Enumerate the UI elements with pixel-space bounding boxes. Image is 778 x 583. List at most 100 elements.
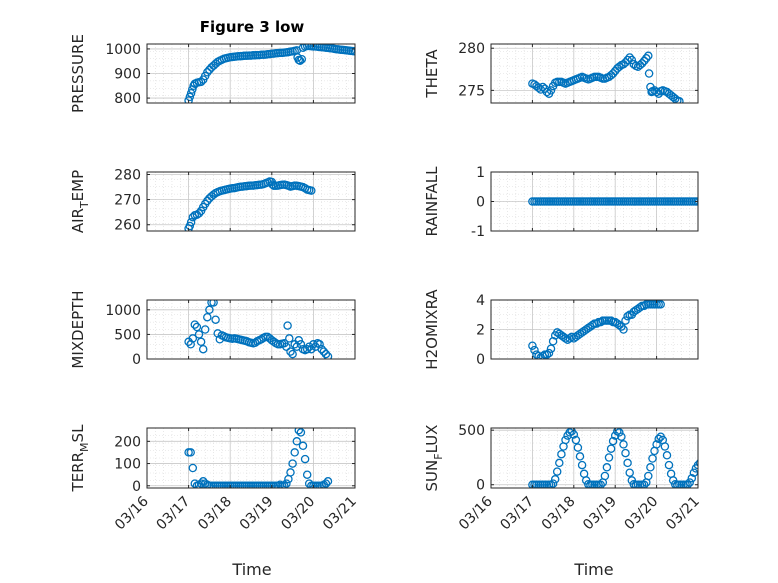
data-point bbox=[695, 459, 698, 467]
data-point bbox=[190, 479, 200, 488]
data-point bbox=[555, 458, 564, 468]
x-tick-label: 03/17 bbox=[497, 494, 537, 534]
data-point bbox=[200, 325, 210, 334]
data-point bbox=[683, 480, 692, 488]
data-point bbox=[196, 337, 206, 347]
data-point bbox=[596, 480, 605, 488]
data-point bbox=[623, 311, 632, 321]
data-point bbox=[693, 460, 698, 470]
data-point bbox=[596, 317, 605, 327]
data-point bbox=[296, 428, 306, 437]
subplot-mixdepth: 0 500 1000 MIXDEPTH bbox=[69, 290, 356, 369]
data-point bbox=[304, 342, 314, 351]
data-point bbox=[625, 468, 634, 477]
data-point bbox=[297, 54, 307, 64]
data-point bbox=[548, 337, 558, 346]
data-point bbox=[573, 443, 583, 452]
data-point bbox=[639, 301, 649, 311]
data-series bbox=[184, 428, 333, 488]
data-point bbox=[188, 334, 198, 343]
data-point bbox=[711, 469, 718, 476]
data-point bbox=[548, 479, 558, 488]
data-point bbox=[192, 322, 202, 332]
subplot-rainfall: -1 0 1 RAINFALL bbox=[423, 165, 699, 240]
data-point bbox=[629, 307, 639, 317]
data-point bbox=[670, 94, 680, 103]
data-point bbox=[546, 86, 556, 95]
y-tick-label: 800 bbox=[114, 91, 141, 107]
data-point bbox=[660, 442, 670, 451]
grid bbox=[147, 300, 355, 359]
data-point bbox=[600, 471, 610, 481]
data-point bbox=[209, 300, 218, 307]
x-tick-label: 03/20 bbox=[278, 494, 318, 534]
data-point bbox=[205, 305, 214, 315]
data-point bbox=[300, 454, 310, 464]
x-tick-label: 03/18 bbox=[195, 494, 235, 534]
y-tick-label: 0 bbox=[476, 195, 485, 211]
data-point bbox=[283, 321, 292, 330]
grid bbox=[147, 44, 355, 103]
data-point bbox=[185, 221, 195, 231]
data-point bbox=[639, 480, 649, 488]
x-tick-label: 03/17 bbox=[154, 494, 194, 534]
data-point bbox=[203, 196, 212, 206]
x-axis-label-left: Time bbox=[231, 560, 271, 579]
data-series bbox=[528, 51, 684, 103]
data-point bbox=[298, 441, 308, 451]
data-point bbox=[186, 448, 195, 457]
data-point bbox=[317, 344, 326, 354]
data-point bbox=[323, 477, 333, 486]
data-point bbox=[608, 436, 618, 446]
y-axis-label: AIRTEMP bbox=[69, 170, 91, 233]
data-point bbox=[604, 453, 614, 462]
data-point bbox=[196, 77, 206, 87]
data-point bbox=[321, 349, 331, 359]
data-point bbox=[691, 464, 698, 473]
x-tick-label: 03/20 bbox=[622, 494, 662, 534]
data-point bbox=[619, 325, 628, 334]
data-point bbox=[623, 458, 632, 468]
y-tick-label: 1000 bbox=[105, 42, 141, 58]
grid bbox=[147, 172, 355, 231]
data-point bbox=[530, 345, 539, 355]
data-point bbox=[717, 480, 724, 487]
data-point bbox=[552, 467, 562, 476]
data-point bbox=[575, 452, 585, 461]
data-point bbox=[319, 347, 329, 356]
data-point bbox=[288, 349, 297, 359]
grid bbox=[491, 172, 698, 231]
data-point bbox=[294, 428, 304, 435]
data-point bbox=[561, 334, 570, 343]
data-point bbox=[687, 473, 697, 483]
y-tick-label: 280 bbox=[114, 168, 141, 184]
data-point bbox=[542, 87, 552, 97]
data-point bbox=[701, 457, 708, 464]
y-tick-label: 100 bbox=[114, 457, 141, 473]
data-point bbox=[713, 474, 720, 481]
y-tick-label: 500 bbox=[114, 327, 141, 343]
data-point bbox=[550, 475, 560, 484]
y-tick-label: -1 bbox=[471, 224, 485, 240]
data-point bbox=[321, 479, 331, 488]
data-point bbox=[675, 97, 684, 103]
data-point bbox=[664, 460, 674, 470]
y-tick-label: 2 bbox=[476, 323, 485, 339]
data-point bbox=[627, 55, 637, 65]
data-point bbox=[275, 480, 285, 488]
data-point bbox=[542, 350, 552, 359]
data-point bbox=[295, 56, 305, 65]
data-point bbox=[282, 479, 291, 488]
data-point bbox=[646, 463, 655, 472]
data-point bbox=[285, 334, 294, 343]
data-point bbox=[567, 332, 576, 342]
data-point bbox=[190, 320, 200, 329]
data-point bbox=[185, 92, 195, 102]
data-point bbox=[280, 481, 289, 488]
x-tick-label: 03/21 bbox=[320, 494, 360, 534]
data-point bbox=[307, 344, 316, 354]
plot-area bbox=[147, 300, 355, 359]
subplot-h2omixra: 0 2 4 H2OMIXRA bbox=[423, 289, 699, 370]
x-tick-label: 03/16 bbox=[456, 493, 496, 533]
